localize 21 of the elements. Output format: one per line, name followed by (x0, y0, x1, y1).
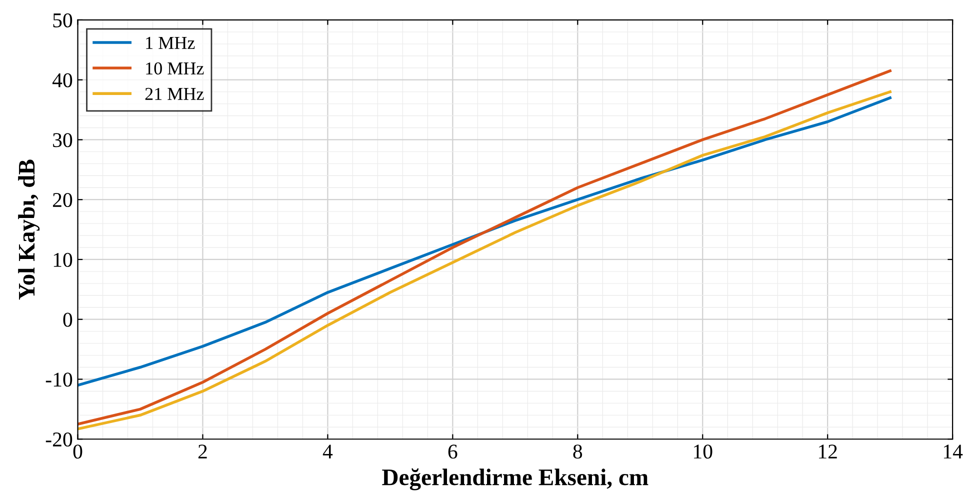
y-tick-label: 0 (63, 312, 72, 327)
y-tick-label: -10 (46, 372, 72, 387)
x-tick-label: 4 (322, 444, 333, 458)
x-tick-label: 0 (73, 444, 82, 459)
y-tick-label: 30 (53, 133, 72, 148)
y-tick-label: 20 (52, 192, 72, 208)
y-tick-label: 40 (52, 73, 72, 88)
y-tick-label: 10 (54, 252, 72, 267)
x-tick-label: 10 (694, 444, 712, 459)
legend-label: 21 MHz (145, 88, 204, 100)
x-tick-label: 6 (448, 444, 458, 459)
y-axis-title: Yol Kaybı, dB (18, 160, 40, 300)
legend-label: 1 MHz (146, 36, 195, 49)
x-tick-label: 2 (198, 444, 207, 458)
x-tick-label: 12 (819, 444, 837, 458)
x-tick-label: 8 (573, 444, 582, 459)
x-tick-label: 14 (944, 444, 963, 458)
y-tick-label: -20 (46, 432, 72, 447)
x-axis-title: Değerlendirme Ekseni, cm (382, 468, 648, 490)
legend-label: 10 MHz (146, 62, 204, 75)
y-tick-label: 50 (53, 13, 72, 28)
